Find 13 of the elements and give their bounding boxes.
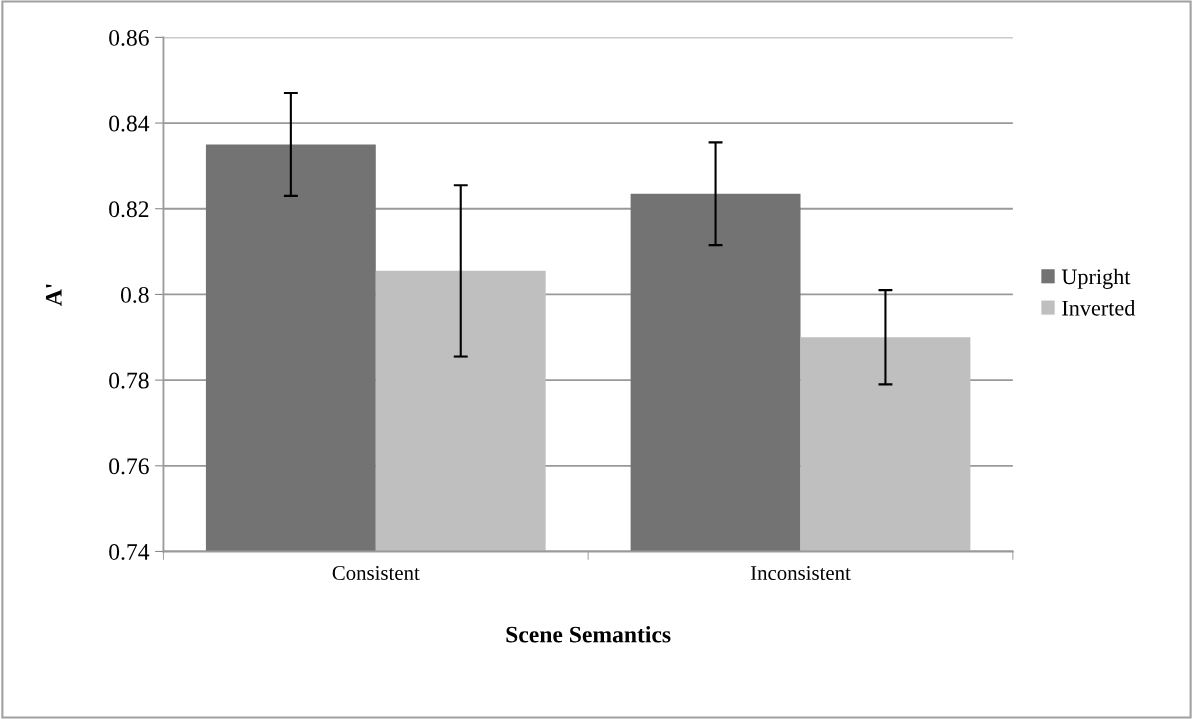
x-axis-title: Scene Semantics (506, 625, 671, 643)
legend-label: Inverted (1062, 300, 1136, 316)
x-tick-label: Inconsistent (750, 566, 851, 581)
x-tick-label: Consistent (332, 566, 420, 581)
y-tick-label: 0.74 (109, 543, 150, 560)
y-tick-label: 0.86 (109, 29, 149, 46)
y-tick-label: 0.84 (109, 115, 150, 132)
y-axis-title: A' (45, 284, 62, 306)
y-tick-label: 0.8 (120, 286, 149, 303)
legend-label: Upright (1061, 268, 1131, 289)
y-tick-label: 0.78 (109, 372, 149, 389)
y-tick-label: 0.76 (109, 458, 149, 475)
y-tick-label: 0.82 (109, 201, 149, 218)
